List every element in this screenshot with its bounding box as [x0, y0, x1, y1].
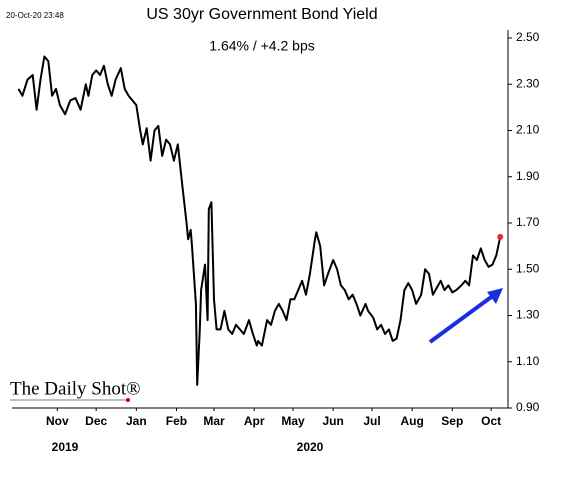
- y-tick-label: 1.70: [516, 215, 540, 229]
- subtitle: 1.64% / +4.2 bps: [209, 38, 314, 54]
- chart-title: US 30yr Government Bond Yield: [146, 6, 377, 23]
- y-tick-label: 0.90: [516, 400, 540, 414]
- y-tick-label: 2.10: [516, 123, 540, 137]
- y-tick-label: 2.50: [516, 30, 540, 44]
- last-point: [497, 233, 504, 240]
- trend-arrow-head: [487, 288, 503, 304]
- logo-dot: [126, 398, 130, 402]
- trend-arrow: [428, 293, 496, 344]
- x-tick-label: Dec: [85, 414, 107, 428]
- y-tick-label: 2.30: [516, 76, 540, 90]
- x-tick-label: May: [281, 414, 305, 428]
- y-tick-label: 1.50: [516, 261, 540, 275]
- timestamp: 20-Oct-20 23:48: [6, 11, 64, 20]
- x-tick-label: Sep: [441, 414, 463, 428]
- source-logo: The Daily Shot®: [10, 378, 141, 399]
- x-tick-label: Mar: [203, 414, 225, 428]
- x-tick-label: Oct: [481, 414, 501, 428]
- x-tick-label: Jul: [363, 414, 380, 428]
- y-tick-label: 1.30: [516, 308, 540, 322]
- x-tick-label: Feb: [166, 414, 187, 428]
- x-tick-label: Jun: [322, 414, 343, 428]
- x-tick-label: Jan: [126, 414, 147, 428]
- year-label: 2020: [297, 440, 324, 454]
- y-tick-label: 1.10: [516, 354, 540, 368]
- year-label: 2019: [52, 440, 79, 454]
- x-tick-label: Nov: [46, 414, 69, 428]
- x-tick-label: Aug: [401, 414, 424, 428]
- x-tick-label: Apr: [244, 414, 265, 428]
- yield-line: [17, 55, 502, 386]
- y-tick-label: 1.90: [516, 169, 540, 183]
